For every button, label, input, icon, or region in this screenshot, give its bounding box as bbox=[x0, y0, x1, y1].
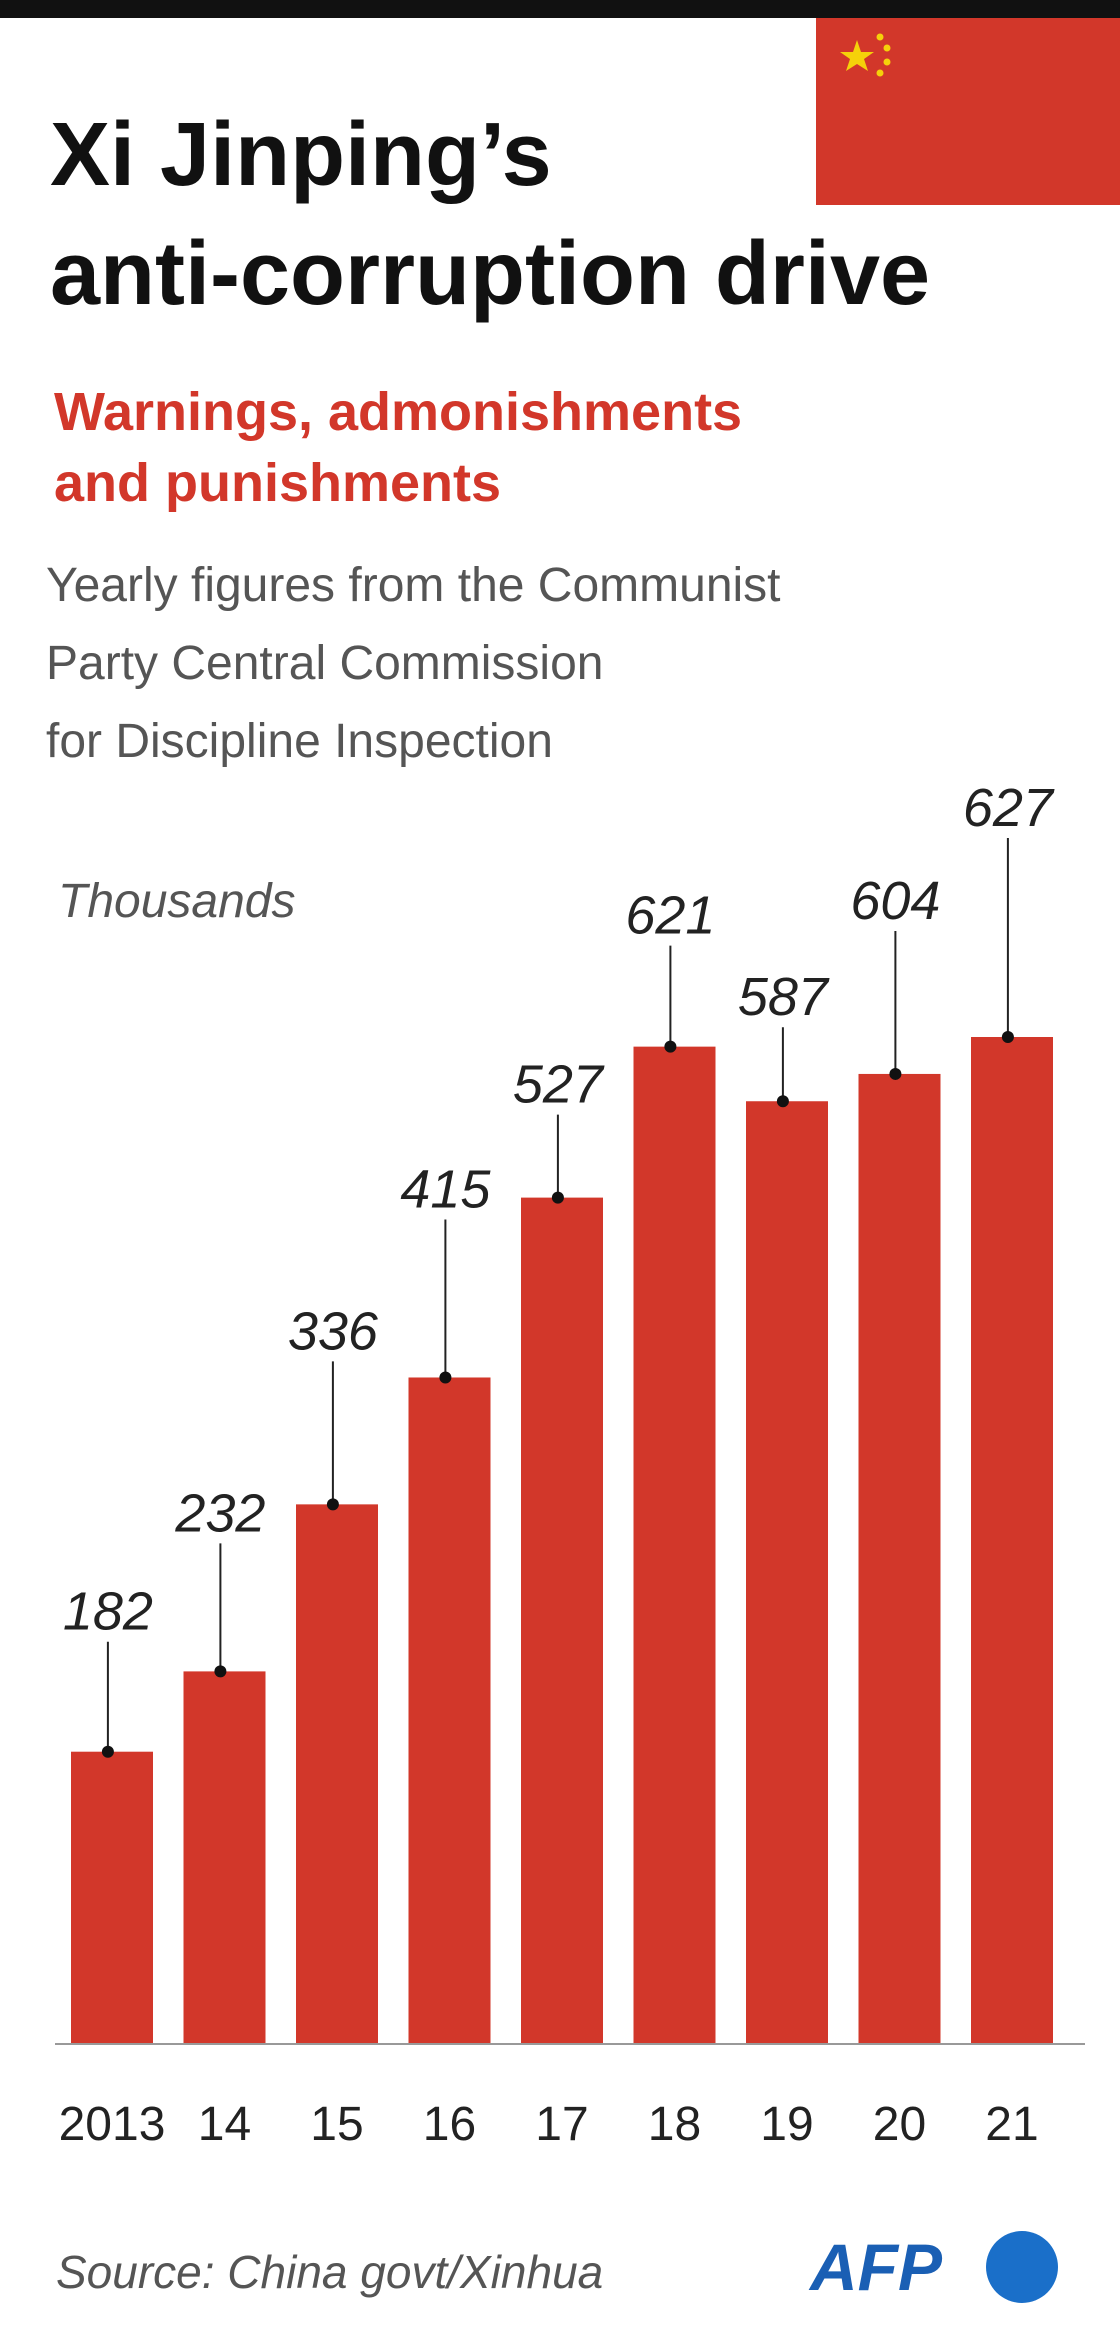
logo-dot bbox=[986, 2231, 1058, 2303]
logo-text: AFP bbox=[808, 2230, 943, 2304]
bar bbox=[971, 1037, 1053, 2044]
description-line: for Discipline Inspection bbox=[46, 715, 553, 768]
bar bbox=[633, 1046, 716, 2044]
flag-star bbox=[876, 33, 884, 41]
top-bar bbox=[0, 0, 1120, 18]
leader-dot bbox=[101, 1745, 114, 1758]
value-label: 415 bbox=[400, 1159, 491, 1219]
leader-dot bbox=[551, 1191, 564, 1204]
bar bbox=[408, 1377, 491, 2044]
description-line: Yearly figures from the Communist bbox=[46, 559, 781, 612]
x-tick-label: 20 bbox=[873, 2098, 926, 2151]
value-label: 621 bbox=[625, 886, 715, 946]
leader-dot bbox=[664, 1040, 677, 1053]
x-tick-label: 2013 bbox=[59, 2098, 166, 2151]
title-line: Xi Jinping’s bbox=[50, 105, 552, 205]
subtitle-line: and punishments bbox=[54, 453, 501, 513]
leader-dot bbox=[889, 1067, 902, 1080]
x-tick-label: 18 bbox=[648, 2098, 701, 2151]
bar bbox=[521, 1197, 603, 2044]
description-line: Party Central Commission bbox=[46, 637, 603, 690]
value-label: 627 bbox=[963, 778, 1055, 838]
bar bbox=[71, 1751, 153, 2044]
leader-dot bbox=[214, 1665, 227, 1678]
value-label: 604 bbox=[850, 871, 940, 931]
flag bbox=[816, 18, 1120, 205]
flag-star bbox=[883, 44, 891, 52]
flag-star bbox=[883, 58, 891, 66]
unit-label: Thousands bbox=[58, 875, 296, 928]
x-tick-label: 16 bbox=[423, 2098, 476, 2151]
leader-dot bbox=[1001, 1031, 1014, 1043]
source: Source: China govt/Xinhua bbox=[56, 2246, 603, 2298]
value-label: 182 bbox=[63, 1582, 153, 1642]
leader-dot bbox=[776, 1095, 789, 1108]
value-label: 587 bbox=[738, 967, 830, 1027]
x-tick-label: 21 bbox=[985, 2098, 1038, 2151]
value-label: 527 bbox=[513, 1055, 605, 1115]
x-tick-label: 19 bbox=[760, 2098, 813, 2151]
value-label: 232 bbox=[174, 1483, 265, 1543]
bar bbox=[746, 1101, 828, 2044]
subtitle-line: Warnings, admonishments bbox=[54, 382, 742, 442]
logo: AFP bbox=[808, 2230, 1058, 2304]
flag-star bbox=[840, 40, 874, 71]
x-tick-label: 14 bbox=[198, 2098, 251, 2151]
x-tick-label: 15 bbox=[310, 2098, 363, 2151]
bar bbox=[296, 1504, 378, 2044]
bar bbox=[858, 1073, 941, 2044]
flag-star bbox=[876, 69, 884, 77]
bar bbox=[183, 1671, 266, 2044]
flag-field bbox=[816, 18, 1120, 205]
x-tick-label: 17 bbox=[535, 2098, 588, 2151]
title-line: anti-corruption drive bbox=[50, 224, 930, 324]
leader-dot bbox=[439, 1371, 452, 1384]
leader-dot bbox=[326, 1498, 339, 1511]
value-label: 336 bbox=[288, 1301, 379, 1361]
